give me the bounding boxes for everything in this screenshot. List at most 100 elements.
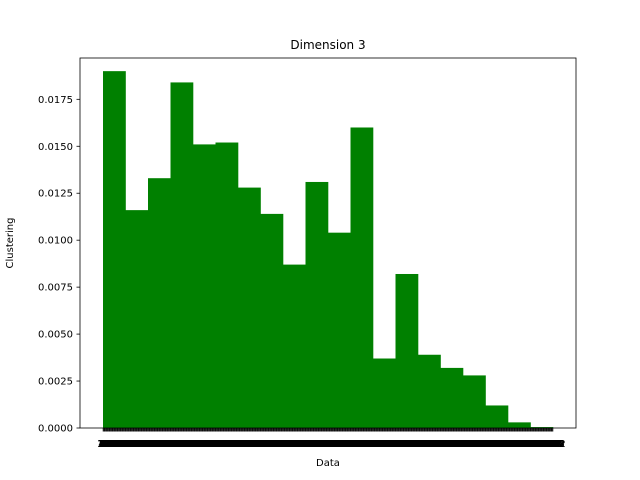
x-tick-label: 5708 (347, 439, 372, 450)
x-tick-label: 4018 (271, 439, 296, 450)
x-tick-label: 7098 (410, 439, 435, 450)
x-tick-label: 2842 (218, 439, 243, 450)
x-tick-label: 164 (101, 439, 120, 450)
x-tick-label: 9133 (502, 439, 527, 450)
x-tick-label: 6977 (404, 439, 429, 450)
x-tick-label: 6492 (383, 439, 408, 450)
bars-group (103, 71, 554, 429)
x-tick-label: 2422 (199, 439, 224, 450)
x-tick-label: 5400 (333, 439, 358, 450)
x-tick-label: 2226 (190, 439, 215, 450)
x-tick-label: 4980 (314, 439, 339, 450)
x-tick-label: 5334 (330, 439, 355, 450)
x-tick-label: 9740 (529, 439, 554, 450)
x-tick-label: 6174 (368, 439, 393, 450)
x-tick-label: 8330 (465, 439, 490, 450)
x-tick-label: 5801 (351, 439, 376, 450)
x-tick-label: 8900 (491, 439, 516, 450)
x-tick-label: 2114 (185, 439, 210, 450)
x-tick-label: 8974 (494, 439, 519, 450)
x-tick-label: 9618 (523, 439, 548, 450)
x-tick-label: 4046 (272, 439, 297, 450)
x-tick-label: 9973 (539, 439, 564, 450)
x-tick-label: 5754 (349, 439, 374, 450)
x-tick-label: 7808 (442, 439, 467, 450)
x-tick-label: 8340 (466, 439, 491, 450)
x-tick-label: 8480 (472, 439, 497, 450)
x-tick-label: 3850 (264, 439, 289, 450)
x-tick-label: 220 (103, 439, 122, 450)
x-tick-label: 9170 (503, 439, 528, 450)
x-tick-label: 9105 (500, 439, 525, 450)
x-tick-label: 5922 (357, 439, 382, 450)
x-tick-label: 8265 (462, 439, 487, 450)
x-tick-label: 1517 (158, 439, 183, 450)
x-tick-label: 2152 (187, 439, 212, 450)
x-tick-label: 7770 (440, 439, 465, 450)
x-tick-label: 612 (121, 439, 140, 450)
x-tick-label: 453 (114, 439, 133, 450)
x-tick-label: 2964 (224, 439, 249, 450)
x-tick-label: 3962 (269, 439, 294, 450)
x-tick-label: 6529 (384, 439, 409, 450)
x-tick-label: 388 (111, 439, 130, 450)
x-tick-label: 8732 (483, 439, 508, 450)
x-tick-label: 6510 (383, 439, 408, 450)
x-tick-label: 6641 (389, 439, 414, 450)
x-tick-label: 6426 (380, 439, 405, 450)
x-tick-label: 6249 (372, 439, 397, 450)
x-tick-label: 2161 (187, 439, 212, 450)
x-tick-label: 4625 (298, 439, 323, 450)
x-tick-label: 1825 (172, 439, 197, 450)
x-tick-label: 3365 (242, 439, 267, 450)
x-tick-label: 584 (120, 439, 139, 450)
x-tick-label: 4588 (297, 439, 322, 450)
x-tick-label: 9534 (520, 439, 545, 450)
x-tick-label: 248 (104, 439, 123, 450)
histogram-bar (305, 181, 329, 428)
x-tick-label: 2329 (195, 439, 220, 450)
x-tick-label: 3132 (231, 439, 256, 450)
x-tick-label: 9908 (536, 439, 561, 450)
x-tick-label: 8302 (464, 439, 489, 450)
x-tick-label: 1209 (145, 439, 170, 450)
x-tick-label: 1732 (168, 439, 193, 450)
x-tick-label: 9096 (500, 439, 525, 450)
x-tick-label: 9730 (528, 439, 553, 450)
x-tick-label: 8433 (470, 439, 495, 450)
x-tick-label: 5689 (346, 439, 371, 450)
chart-title: Dimension 3 (290, 38, 365, 52)
x-tick-label: 6268 (372, 439, 397, 450)
x-tick-label: 2478 (202, 439, 227, 450)
x-tick-label: 1554 (160, 439, 185, 450)
x-tick-label: 3104 (230, 439, 255, 450)
x-tick-label: 6398 (378, 439, 403, 450)
x-tick-label: 6193 (369, 439, 394, 450)
x-tick-label: 4205 (280, 439, 305, 450)
x-tick-label: 7052 (408, 439, 433, 450)
x-tick-label: 7780 (441, 439, 466, 450)
x-tick-label: 5773 (350, 439, 375, 450)
x-tick-label: 3384 (243, 439, 268, 450)
x-tick-label: 6716 (393, 439, 418, 450)
x-tick-label: 2618 (208, 439, 233, 450)
x-tick-label: 8573 (476, 439, 501, 450)
x-tick-label: 7882 (445, 439, 470, 450)
x-tick-label: 1088 (139, 439, 164, 450)
x-tick-label: 3953 (268, 439, 293, 450)
x-tick-label: 9646 (525, 439, 550, 450)
x-tick-label: 9040 (497, 439, 522, 450)
x-tick-label: 5353 (331, 439, 356, 450)
x-tick-label: 7453 (426, 439, 451, 450)
x-tick-label: 3300 (239, 439, 264, 450)
x-tick-label: 5129 (321, 439, 346, 450)
x-tick-label: 3449 (245, 439, 270, 450)
x-tick-label: 1125 (141, 439, 166, 450)
x-tick-label: 1676 (166, 439, 191, 450)
x-tick-label: 2833 (218, 439, 243, 450)
x-tick-label: 434 (113, 439, 132, 450)
x-tick-label: 1844 (173, 439, 198, 450)
x-tick-label: 1965 (179, 439, 204, 450)
x-tick-label: 4681 (301, 439, 326, 450)
x-tick-label: 7341 (421, 439, 446, 450)
